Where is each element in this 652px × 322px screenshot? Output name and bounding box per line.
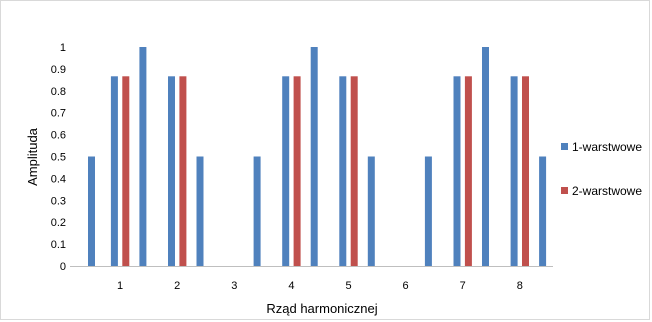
y-tick-label: 0.5 bbox=[51, 152, 66, 164]
x-axis-ticks: 1 2 3 4 5 6 7 8 bbox=[117, 280, 523, 292]
bar-1-warstwowe bbox=[253, 156, 261, 266]
x-tick-label: 8 bbox=[517, 280, 523, 292]
y-tick-label: 0.7 bbox=[51, 108, 66, 120]
y-tick-label: 0.2 bbox=[51, 217, 66, 229]
bar-1-warstwowe bbox=[482, 47, 489, 266]
x-tick-label: 7 bbox=[460, 280, 466, 292]
x-axis-title: Rząd harmonicznej bbox=[266, 301, 377, 316]
bar-1-warstwowe bbox=[282, 76, 290, 266]
y-tick-label: 1 bbox=[60, 42, 66, 54]
bars bbox=[88, 47, 547, 266]
x-tick-label: 6 bbox=[403, 280, 409, 292]
legend-label: 1-warstwowe bbox=[572, 140, 642, 154]
bar-1-warstwowe bbox=[453, 76, 461, 266]
bar-1-warstwowe bbox=[310, 47, 318, 266]
bar-1-warstwowe bbox=[424, 156, 432, 266]
x-tick-label: 3 bbox=[231, 280, 237, 292]
bar-1-warstwowe bbox=[367, 156, 375, 266]
x-tick-label: 5 bbox=[345, 280, 351, 292]
y-tick-label: 0.9 bbox=[51, 64, 66, 76]
y-tick-label: 0 bbox=[60, 261, 66, 273]
bar-1-warstwowe bbox=[539, 156, 547, 266]
x-tick-label: 2 bbox=[174, 280, 180, 292]
legend-swatch bbox=[561, 143, 568, 150]
bar-2-warstwowe bbox=[122, 76, 130, 266]
bar-2-warstwowe bbox=[179, 76, 187, 266]
y-axis-ticks: 0 0.1 0.2 0.3 0.4 0.5 0.6 0.7 0.8 0.9 1 bbox=[51, 42, 66, 273]
legend-swatch bbox=[561, 187, 568, 194]
bar-1-warstwowe bbox=[139, 47, 147, 266]
bar-1-warstwowe bbox=[510, 76, 518, 266]
bar-2-warstwowe bbox=[350, 76, 358, 266]
bar-1-warstwowe bbox=[168, 76, 175, 266]
y-tick-label: 0.3 bbox=[51, 195, 66, 207]
y-tick-label: 0.6 bbox=[51, 130, 66, 142]
bar-1-warstwowe bbox=[196, 156, 204, 266]
y-tick-label: 0.4 bbox=[51, 173, 66, 185]
bar-1-warstwowe bbox=[110, 76, 118, 266]
x-tick-label: 4 bbox=[288, 280, 294, 292]
y-tick-label: 0.1 bbox=[51, 239, 66, 251]
y-tick-label: 0.8 bbox=[51, 86, 66, 98]
legend-label: 2-warstwowe bbox=[572, 184, 642, 198]
x-tick-label: 1 bbox=[117, 280, 123, 292]
bar-2-warstwowe bbox=[293, 76, 301, 266]
bar-2-warstwowe bbox=[522, 76, 529, 266]
legend: 1-warstwowe 2-warstwowe bbox=[561, 140, 642, 198]
y-axis-title: Amplituda bbox=[25, 127, 40, 186]
bar-1-warstwowe bbox=[339, 76, 347, 266]
bar-2-warstwowe bbox=[464, 76, 472, 266]
bar-1-warstwowe bbox=[88, 156, 95, 266]
